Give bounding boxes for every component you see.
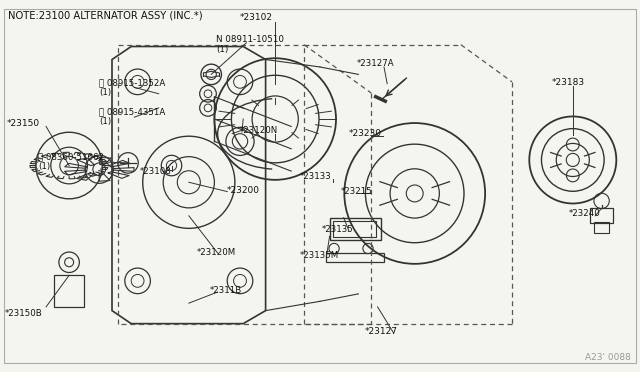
Text: A23' 0088: A23' 0088 bbox=[584, 353, 630, 362]
Text: (1): (1) bbox=[38, 162, 51, 171]
Text: *23183: *23183 bbox=[552, 78, 585, 87]
Bar bbox=[326, 253, 384, 262]
Text: *23135M: *23135M bbox=[300, 251, 339, 260]
Text: *23150B: *23150B bbox=[5, 309, 43, 318]
Text: Ⓦ 08915-1352A: Ⓦ 08915-1352A bbox=[99, 78, 166, 87]
Text: Ⓦ 08915-4351A: Ⓦ 08915-4351A bbox=[99, 107, 166, 116]
Text: *23102: *23102 bbox=[240, 13, 273, 22]
Bar bbox=[333, 221, 376, 237]
Text: (1): (1) bbox=[99, 88, 111, 97]
Text: N 08911-10510: N 08911-10510 bbox=[216, 35, 284, 44]
Text: Ⓢ 08360-51062: Ⓢ 08360-51062 bbox=[38, 153, 104, 161]
Text: *2311B: *2311B bbox=[210, 286, 242, 295]
Bar bbox=[54, 275, 84, 307]
Text: *23133: *23133 bbox=[300, 172, 332, 181]
Text: *23127A: *23127A bbox=[357, 60, 395, 68]
Text: *23230: *23230 bbox=[349, 129, 382, 138]
Text: *23120N: *23120N bbox=[240, 126, 278, 135]
Bar bbox=[590, 208, 613, 223]
Bar bbox=[594, 222, 609, 232]
Text: (1): (1) bbox=[99, 117, 111, 126]
Text: *23120M: *23120M bbox=[197, 248, 236, 257]
Text: *23108: *23108 bbox=[140, 167, 172, 176]
Text: *23215: *23215 bbox=[340, 187, 372, 196]
Text: *23150: *23150 bbox=[6, 119, 40, 128]
Text: (1): (1) bbox=[216, 45, 228, 54]
Text: *23240: *23240 bbox=[568, 209, 600, 218]
Text: *23200: *23200 bbox=[227, 186, 260, 195]
Text: *23135: *23135 bbox=[322, 225, 354, 234]
Text: *23127: *23127 bbox=[365, 327, 398, 336]
Bar bbox=[330, 218, 381, 240]
Text: NOTE:23100 ALTERNATOR ASSY (INC.*): NOTE:23100 ALTERNATOR ASSY (INC.*) bbox=[8, 11, 202, 20]
